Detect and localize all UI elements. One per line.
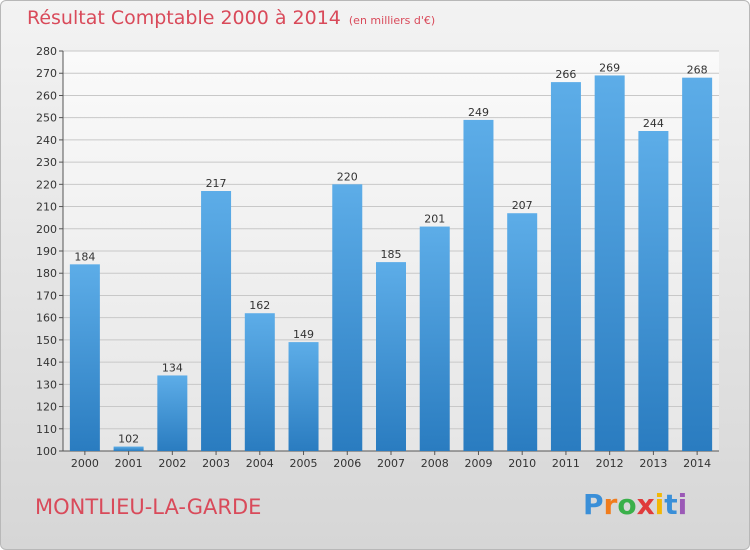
value-label: 217	[206, 177, 227, 190]
y-tick-label: 170	[36, 289, 57, 302]
value-label: 102	[118, 433, 139, 446]
x-tick-label: 2003	[202, 457, 230, 470]
y-tick-label: 100	[36, 445, 57, 458]
bar-2013	[638, 131, 669, 451]
bar-2014	[682, 77, 713, 452]
bar-2012	[594, 75, 625, 451]
y-tick-label: 130	[36, 378, 57, 391]
bar-2001	[113, 446, 144, 451]
value-label: 244	[643, 117, 664, 130]
x-tick-label: 2006	[333, 457, 361, 470]
value-label: 268	[687, 64, 708, 77]
value-label: 162	[249, 299, 270, 312]
value-label: 269	[599, 61, 620, 74]
y-tick-label: 250	[36, 112, 57, 125]
y-tick-label: 190	[36, 245, 57, 258]
bar-2009	[463, 119, 494, 451]
bar-2006	[332, 184, 363, 452]
x-tick-label: 2001	[115, 457, 143, 470]
x-tick-label: 2000	[71, 457, 99, 470]
chart-subtitle: (en milliers d'€)	[348, 14, 436, 27]
y-tick-label: 120	[36, 401, 57, 414]
y-tick-label: 180	[36, 267, 57, 280]
y-tick-label: 150	[36, 334, 57, 347]
x-tick-label: 2010	[508, 457, 536, 470]
value-label: 220	[337, 170, 358, 183]
y-tick-label: 240	[36, 134, 57, 147]
value-label: 134	[162, 361, 183, 374]
y-tick-label: 270	[36, 67, 57, 80]
x-tick-label: 2008	[421, 457, 449, 470]
x-tick-label: 2002	[158, 457, 186, 470]
value-label: 184	[74, 250, 95, 263]
proxiti-logo: Proxiti	[583, 488, 688, 521]
value-label: 201	[424, 213, 445, 226]
bar-2007	[376, 262, 406, 451]
chart-title: Résultat Comptable 2000 à 2014 (en millie…	[27, 7, 435, 29]
x-tick-label: 2007	[377, 457, 405, 470]
value-label: 207	[512, 199, 533, 212]
value-label: 149	[293, 328, 314, 341]
x-tick-label: 2011	[552, 457, 580, 470]
y-tick-label: 220	[36, 178, 57, 191]
bar-2002	[157, 375, 188, 451]
value-label: 185	[381, 248, 402, 261]
bar-2011	[550, 82, 581, 451]
chart-title-text: Résultat Comptable 2000 à 2014	[27, 7, 341, 29]
x-tick-label: 2013	[639, 457, 667, 470]
bar-2005	[288, 342, 319, 451]
y-tick-label: 110	[36, 423, 57, 436]
x-tick-label: 2012	[596, 457, 624, 470]
y-tick-label: 210	[36, 201, 57, 214]
x-tick-label: 2004	[246, 457, 274, 470]
bar-2003	[201, 191, 232, 451]
bar-2010	[507, 213, 538, 451]
bar-2000	[69, 264, 100, 451]
bar-2008	[419, 226, 450, 451]
y-tick-label: 230	[36, 156, 57, 169]
value-label: 249	[468, 106, 489, 119]
y-tick-label: 160	[36, 312, 57, 325]
y-tick-label: 280	[36, 45, 57, 58]
x-tick-label: 2005	[290, 457, 318, 470]
value-label: 266	[555, 68, 576, 81]
bar-2004	[244, 313, 275, 451]
x-tick-label: 2014	[683, 457, 711, 470]
x-tick-label: 2009	[464, 457, 492, 470]
y-tick-label: 260	[36, 89, 57, 102]
commune-name: MONTLIEU-LA-GARDE	[35, 495, 262, 519]
y-tick-label: 200	[36, 223, 57, 236]
y-tick-label: 140	[36, 356, 57, 369]
